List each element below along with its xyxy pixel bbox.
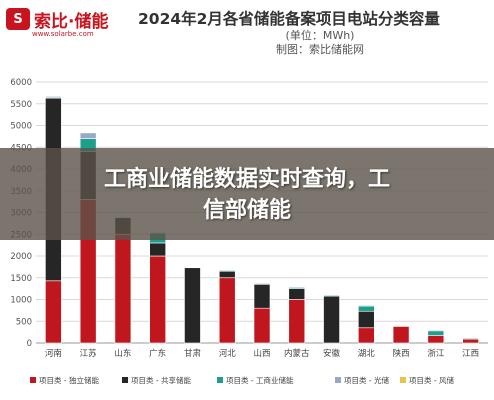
- bar-segment: [149, 255, 166, 344]
- legend: 项目类 - 独立储能 项目类 - 共享储能 项目类 - 工商业储能 项目类 - 光储 项…: [30, 375, 454, 385]
- brand-url: www.solarbe.com: [32, 30, 94, 38]
- x-tick-label: 陕西: [393, 348, 410, 359]
- legend-label: 项目类 - 光储: [344, 375, 389, 385]
- bar-segment: [323, 295, 340, 344]
- headline-line-2: 信部储能: [202, 198, 291, 223]
- bar-segment: [358, 310, 375, 329]
- legend-label: 项目类 - 独立储能: [39, 375, 99, 385]
- x-tick-label: 甘肃: [184, 348, 202, 359]
- x-tick-label: 湖北: [358, 349, 376, 359]
- solarbe-logo-icon: S: [6, 8, 30, 30]
- x-tick-label: 江西: [462, 349, 479, 359]
- chart-unit: (单位：MWh): [285, 29, 355, 42]
- x-tick-label: 内蒙古: [284, 348, 310, 359]
- bar-segment: [149, 242, 166, 257]
- headline-banner: 工商业储能数据实时查询，工 信部储能: [0, 148, 494, 240]
- legend-swatch: [400, 377, 406, 383]
- bar-segment: [392, 326, 410, 344]
- x-tick-label: 江苏: [80, 348, 98, 359]
- chart-source: 制图：索比储能网: [276, 43, 364, 56]
- bar-segment: [462, 338, 479, 344]
- bar-segment: [253, 283, 271, 309]
- bar-segment: [45, 280, 62, 344]
- x-tick-label: 山东: [114, 348, 131, 359]
- headline-text: 工商业储能数据实时查询，工 信部储能: [0, 164, 494, 226]
- brand-name: 索比·储能: [34, 11, 109, 32]
- bar-segment: [114, 233, 132, 344]
- y-tick-label: 0: [27, 339, 32, 349]
- x-axis-ticks: 河南 江苏 山东 广东 甘肃 河北 山西 内蒙古 安徽 湖北 陕西 浙江 江西: [45, 348, 479, 359]
- y-tick-label: 5500: [10, 100, 32, 110]
- legend-swatch: [217, 377, 223, 383]
- bar-segment: [253, 307, 271, 344]
- x-tick-label: 河北: [219, 348, 237, 359]
- x-tick-label: 浙江: [427, 348, 445, 359]
- chart-title: 2024年2月各省储能备案项目电站分类容量: [138, 10, 440, 28]
- y-tick-label: 5000: [10, 122, 32, 132]
- bar-segment: [358, 327, 375, 344]
- legend-label: 项目类 - 风储: [409, 375, 454, 385]
- bar-segment: [45, 96, 62, 98]
- headline-line-1: 工商业储能数据实时查询，工: [103, 167, 390, 192]
- y-tick-label: 500: [16, 317, 32, 327]
- bar-segment: [218, 270, 236, 279]
- x-tick-label: 广东: [149, 348, 166, 359]
- legend-label: 项目类 - 工商业储能: [226, 375, 294, 385]
- chart-subtitle: (单位：MWh) 制图：索比储能网: [220, 29, 420, 57]
- bar-segment: [323, 294, 340, 297]
- bar-segment: [79, 132, 97, 139]
- bar-segment: [462, 337, 479, 340]
- bar-segment: [427, 329, 445, 332]
- y-tick-label: 1500: [10, 274, 32, 284]
- bar-segment: [427, 335, 445, 344]
- legend-swatch: [30, 377, 36, 383]
- y-tick-label: 2000: [10, 252, 32, 262]
- legend-swatch: [335, 377, 341, 383]
- y-tick-label: 1000: [10, 296, 32, 306]
- bar-segment: [427, 330, 445, 336]
- brand-logo: S 索比·储能: [6, 6, 134, 32]
- bar-segment: [288, 299, 306, 344]
- bar-segment: [288, 288, 306, 300]
- legend-swatch: [122, 377, 128, 383]
- y-tick-label: 6000: [10, 78, 32, 88]
- bar-segment: [184, 267, 201, 344]
- bar-segment: [358, 304, 375, 307]
- bar-segment: [358, 305, 375, 312]
- x-tick-label: 山西: [253, 348, 270, 359]
- legend-label: 项目类 - 共享储能: [131, 375, 191, 385]
- x-tick-label: 安徽: [323, 348, 341, 359]
- x-tick-label: 河南: [45, 348, 62, 359]
- bar-segment: [218, 277, 236, 344]
